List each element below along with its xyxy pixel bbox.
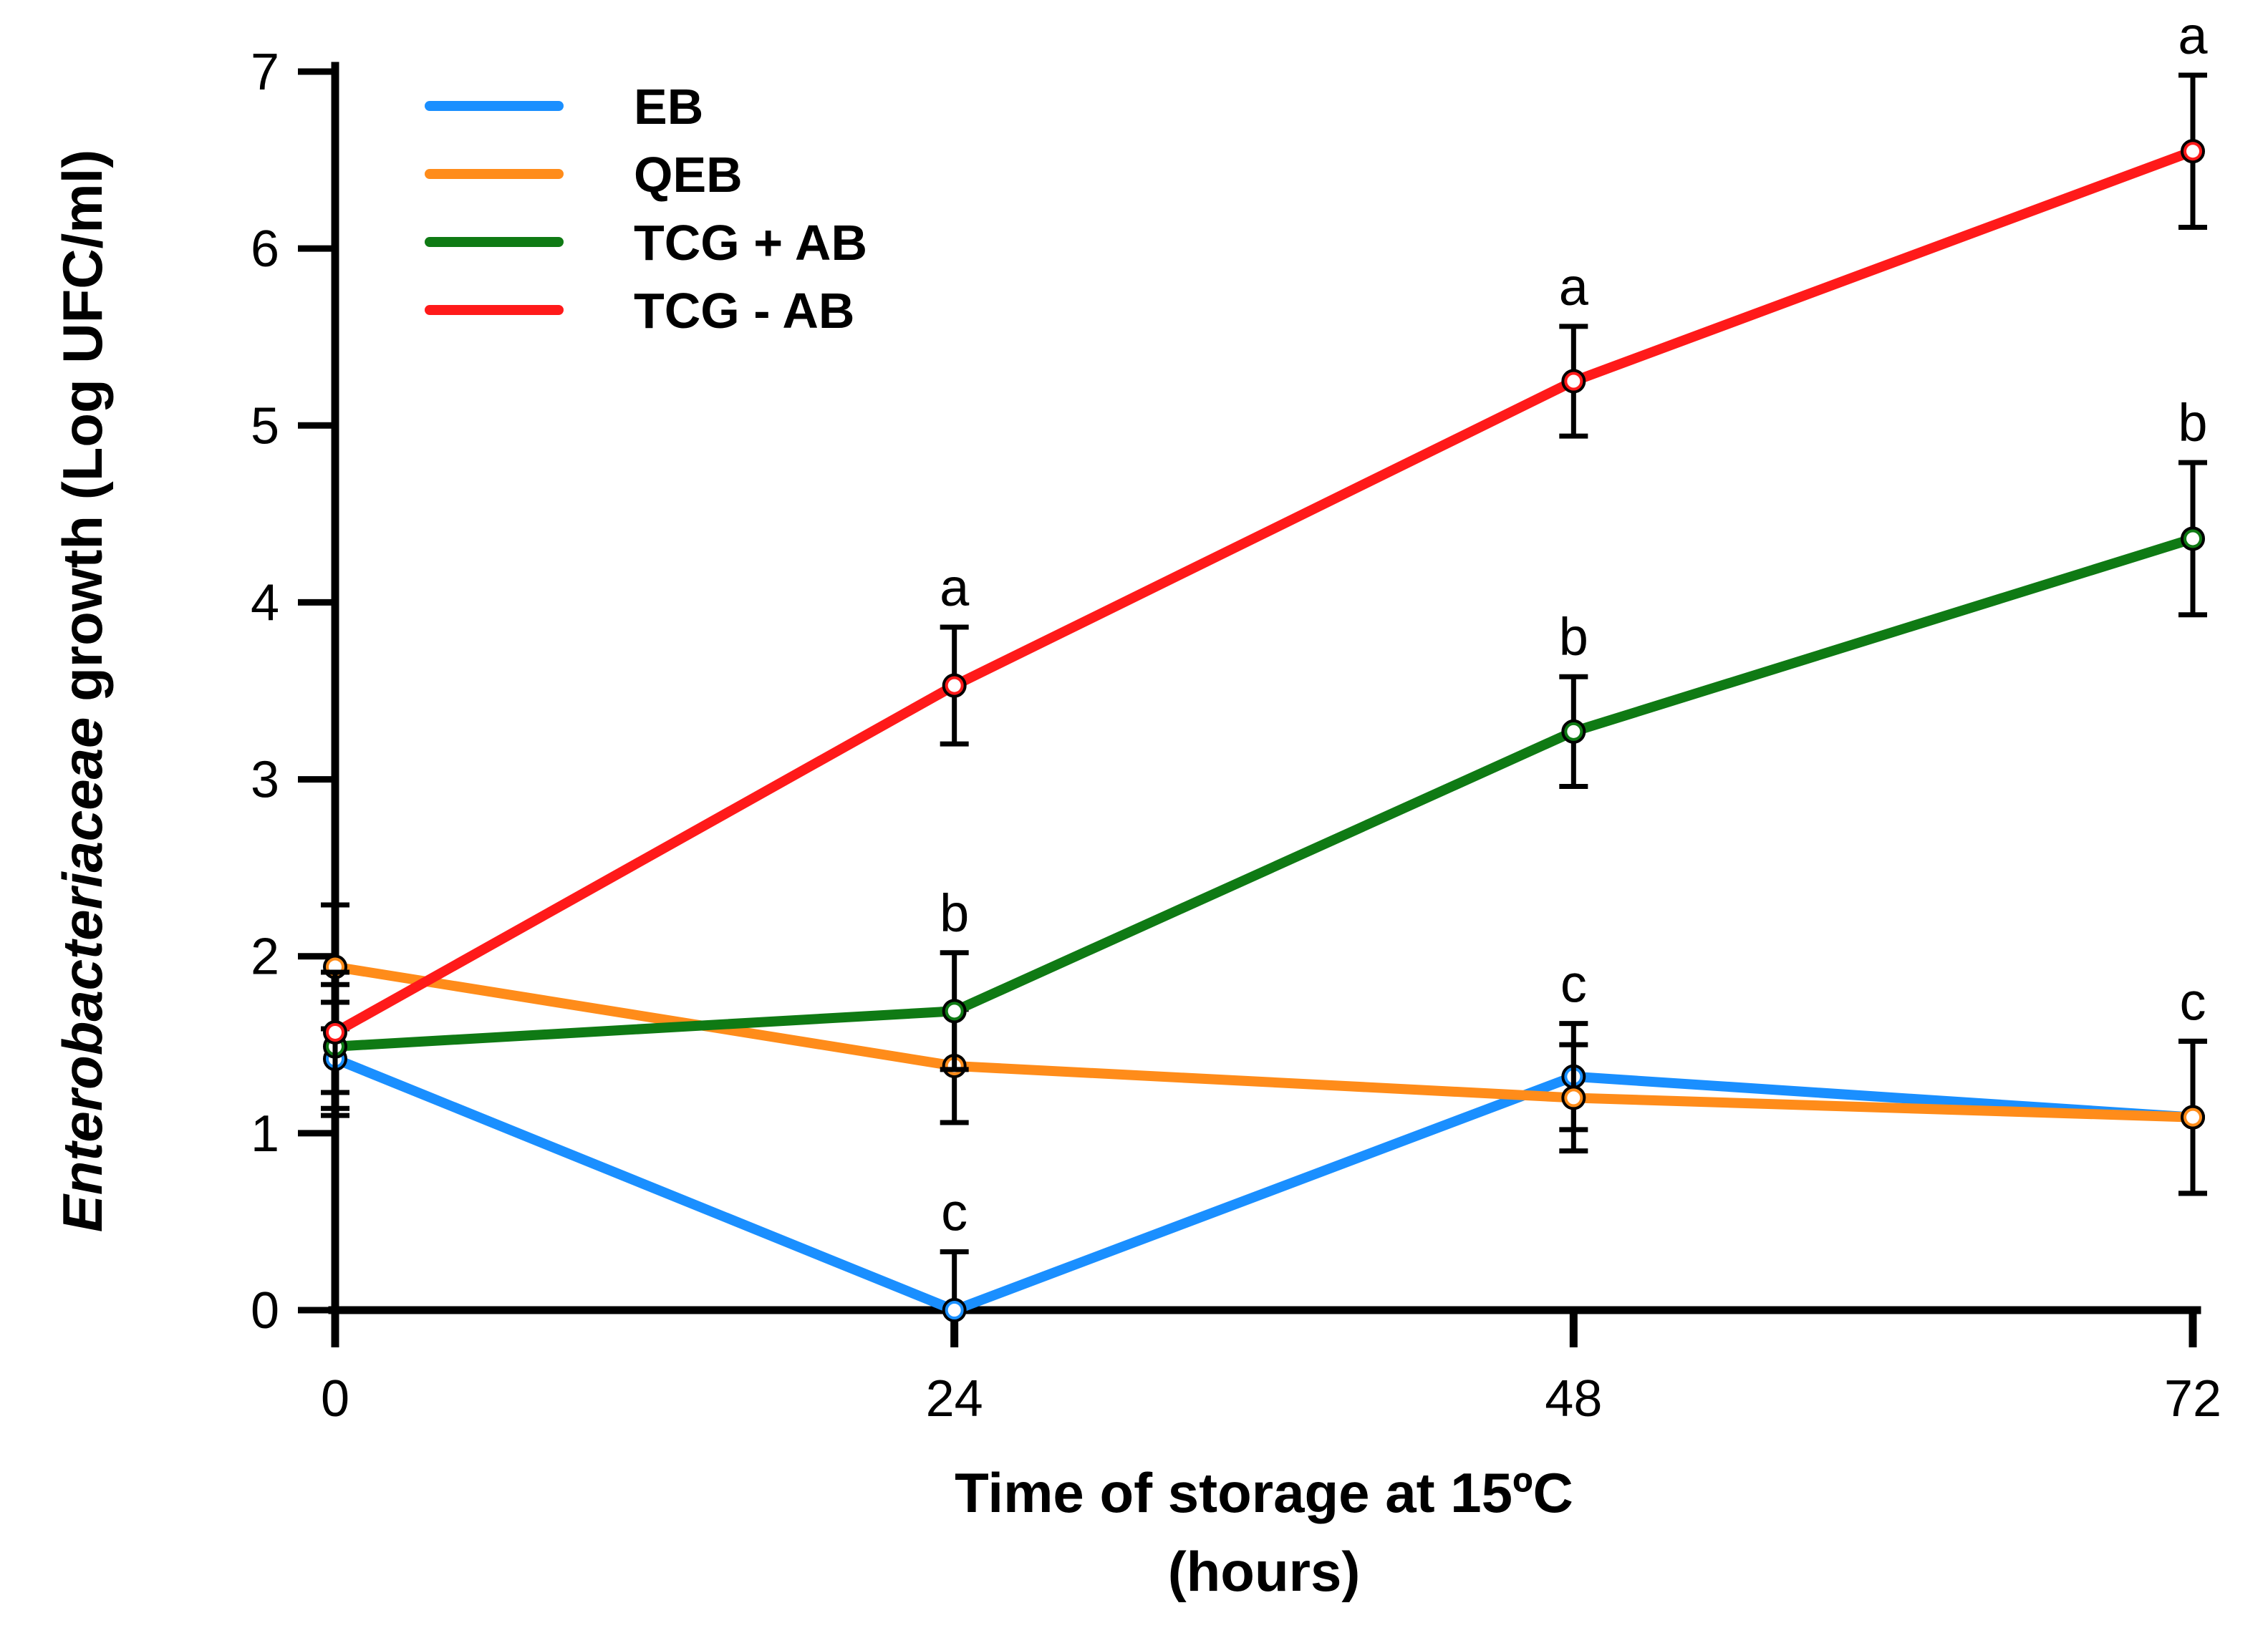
y-tick-label: 0 xyxy=(251,1282,279,1339)
y-axis-title-italic: Enterobacteriaceae xyxy=(51,717,114,1233)
data-point-inner-qeb xyxy=(2186,1110,2199,1124)
data-point-inner-tcg-ab xyxy=(2186,532,2199,546)
legend-label-qeb: QEB xyxy=(634,147,743,203)
significance-letter: b xyxy=(2178,393,2207,452)
y-axis-title-rest: growth (Log UFC/ml) xyxy=(51,150,114,717)
significance-letter: a xyxy=(940,558,970,617)
significance-letter: b xyxy=(1559,607,1588,667)
series-line-tcg-ab xyxy=(330,146,2198,1037)
y-tick-label: 4 xyxy=(251,574,279,631)
x-tick-label: 0 xyxy=(321,1370,349,1428)
significance-letter: a xyxy=(2178,6,2208,65)
x-axis-title: Time of storage at 15ºC xyxy=(955,1461,1573,1524)
y-tick-label: 5 xyxy=(251,397,279,455)
significance-letter: c xyxy=(1560,954,1587,1014)
significance-letter: a xyxy=(1559,257,1589,316)
x-tick-label: 48 xyxy=(1545,1370,1602,1428)
data-point-inner-tcg-ab xyxy=(947,679,961,692)
series-line-qeb xyxy=(330,961,2198,1123)
data-point-inner-tcg-ab xyxy=(329,1025,342,1039)
significance-letter: c xyxy=(941,1182,967,1241)
legend-label-tcg-ab: TCG - AB xyxy=(634,283,854,339)
significance-letter: c xyxy=(2180,972,2206,1031)
legend-label-eb: EB xyxy=(634,79,703,135)
y-tick-label: 2 xyxy=(251,929,279,986)
data-point-inner-tcg-ab xyxy=(2186,145,2199,158)
data-point-inner-tcg-ab xyxy=(1567,725,1581,738)
data-point-inner-tcg-ab xyxy=(947,1004,961,1018)
y-tick-label: 6 xyxy=(251,221,279,278)
x-axis-title-line2: (hours) xyxy=(1168,1540,1361,1603)
y-tick-label: 1 xyxy=(251,1105,279,1163)
series-line-eb xyxy=(330,1054,2198,1315)
data-point-inner-qeb xyxy=(1567,1091,1581,1105)
legend-label-tcg-ab: TCG + AB xyxy=(634,215,867,271)
series-line-tcg-ab xyxy=(330,533,2198,1052)
data-point-inner-eb xyxy=(947,1304,961,1317)
significance-letter: b xyxy=(940,883,969,943)
x-tick-label: 72 xyxy=(2164,1370,2221,1428)
y-axis-title: Enterobacteriaceae growth (Log UFC/ml) xyxy=(51,150,114,1233)
y-tick-label: 3 xyxy=(251,752,279,809)
y-tick-label: 7 xyxy=(251,44,279,101)
data-point-inner-tcg-ab xyxy=(1567,374,1581,388)
x-tick-label: 24 xyxy=(926,1370,983,1428)
